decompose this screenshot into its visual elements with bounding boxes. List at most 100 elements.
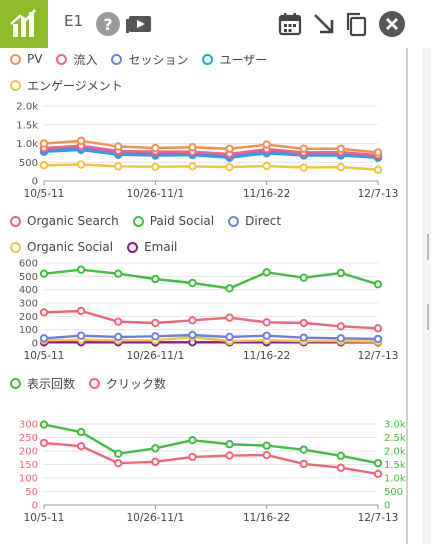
data-point xyxy=(225,440,234,449)
logo-tile[interactable] xyxy=(0,0,48,48)
legend-label: PV xyxy=(27,52,43,66)
data-point xyxy=(299,333,308,342)
legend-swatch-icon xyxy=(56,53,68,65)
legend-swatch-icon xyxy=(10,377,21,389)
data-point xyxy=(262,268,271,277)
y-tick-label: 0 xyxy=(32,177,38,188)
x-tick-label: 10/5-11 xyxy=(24,188,65,200)
series-line xyxy=(43,333,379,341)
video-icon[interactable] xyxy=(126,10,154,38)
legend-label: 流入 xyxy=(73,52,98,67)
legend-swatch-icon xyxy=(10,53,21,65)
series-line xyxy=(43,423,379,465)
legend-item[interactable]: Organic Social xyxy=(10,234,113,260)
data-point xyxy=(39,139,49,148)
data-point xyxy=(151,332,160,341)
legend-label: Direct xyxy=(245,214,282,228)
data-point xyxy=(262,140,271,149)
legend-item[interactable]: 表示回数 xyxy=(10,370,75,396)
legend-item[interactable]: Organic Search xyxy=(10,208,119,234)
series-line xyxy=(43,163,379,171)
legend-item[interactable]: 流入 xyxy=(56,46,97,72)
data-point xyxy=(373,148,383,157)
data-point xyxy=(262,161,271,171)
data-point xyxy=(225,284,234,293)
svg-text:?: ? xyxy=(103,15,112,34)
page-title: E1 xyxy=(64,12,84,30)
data-point xyxy=(151,444,160,453)
data-point xyxy=(225,313,234,322)
series-line xyxy=(43,144,379,157)
data-point xyxy=(151,143,160,153)
y-right-tick-label: 1.5k xyxy=(384,460,406,471)
scrollbar[interactable] xyxy=(422,48,431,544)
y-tick-label: 600 xyxy=(19,259,38,270)
legend-label: セッション xyxy=(128,52,189,67)
x-tick-label: 12/7-13 xyxy=(358,188,399,200)
y-tick-label: 200 xyxy=(19,312,38,323)
data-point xyxy=(151,162,160,171)
minimize-arrow-icon[interactable] xyxy=(310,10,338,38)
legend-label: 表示回数 xyxy=(27,376,76,391)
y-right-tick-label: 3.0k xyxy=(384,420,406,431)
data-point xyxy=(299,318,308,328)
x-tick-label: 10/5-11 xyxy=(24,512,65,524)
legend-item[interactable]: セッション xyxy=(111,46,188,72)
x-tick-label: 10/26-11/1 xyxy=(127,512,185,524)
data-point xyxy=(188,316,197,325)
legend-swatch-icon xyxy=(89,377,101,389)
data-point xyxy=(262,318,271,327)
y-tick-label: 300 xyxy=(19,420,38,431)
data-point xyxy=(299,459,308,469)
data-point xyxy=(151,318,160,328)
data-point xyxy=(76,265,86,274)
data-point xyxy=(373,334,383,344)
data-point xyxy=(225,162,234,172)
data-point xyxy=(114,317,123,326)
legend-item[interactable]: エンゲージメント xyxy=(10,72,123,98)
data-point xyxy=(188,330,197,340)
data-point xyxy=(262,331,271,340)
data-point xyxy=(114,162,123,171)
legend-item[interactable]: Paid Social xyxy=(132,208,215,234)
y-right-tick-label: 2.5k xyxy=(384,433,406,444)
legend-label: エンゲージメント xyxy=(27,78,123,93)
legend-label: Paid Social xyxy=(149,214,215,228)
legend-label: Organic Social xyxy=(27,240,114,254)
data-point xyxy=(336,268,346,278)
close-icon[interactable] xyxy=(378,10,406,38)
data-point xyxy=(76,136,86,146)
data-point xyxy=(39,334,49,343)
legend-swatch-icon xyxy=(111,53,123,65)
legend-item[interactable]: ユーザー xyxy=(202,46,267,72)
data-point xyxy=(39,420,49,429)
traffic-metrics-chart: 0 500 1.0k 1.5k 2.0k 10/5-11 10/26-11/1 11/16-2… xyxy=(16,102,399,201)
data-point xyxy=(188,452,197,462)
legend-item[interactable]: Direct xyxy=(228,208,281,234)
y-tick-label: 0 xyxy=(32,339,38,350)
y-right-tick-label: 1.0k xyxy=(384,474,406,485)
y-tick-label: 50 xyxy=(25,487,38,498)
y-tick-label: 250 xyxy=(19,433,38,444)
legend-label: ユーザー xyxy=(219,52,268,67)
legend-swatch-icon xyxy=(228,215,240,227)
data-point xyxy=(39,308,49,317)
data-point xyxy=(336,451,346,461)
series-line xyxy=(43,268,379,290)
legend-item[interactable]: PV xyxy=(10,46,42,72)
analytics-logo-icon xyxy=(10,9,36,37)
help-icon[interactable]: ? xyxy=(94,10,122,38)
y-tick-label: 0 xyxy=(32,501,38,512)
data-point xyxy=(299,273,308,282)
y-tick-label: 500 xyxy=(19,272,38,283)
legend-swatch-icon xyxy=(132,215,144,227)
scrollbar-mark xyxy=(427,234,429,260)
calendar-icon[interactable] xyxy=(276,10,304,38)
y-tick-label: 500 xyxy=(19,158,38,169)
copy-icon[interactable] xyxy=(342,10,370,38)
data-point xyxy=(336,463,346,472)
y-tick-label: 400 xyxy=(19,285,38,296)
legend-item[interactable]: クリック数 xyxy=(89,370,166,396)
x-tick-label: 12/7-13 xyxy=(358,512,399,524)
legend-item[interactable]: Email xyxy=(127,234,177,260)
